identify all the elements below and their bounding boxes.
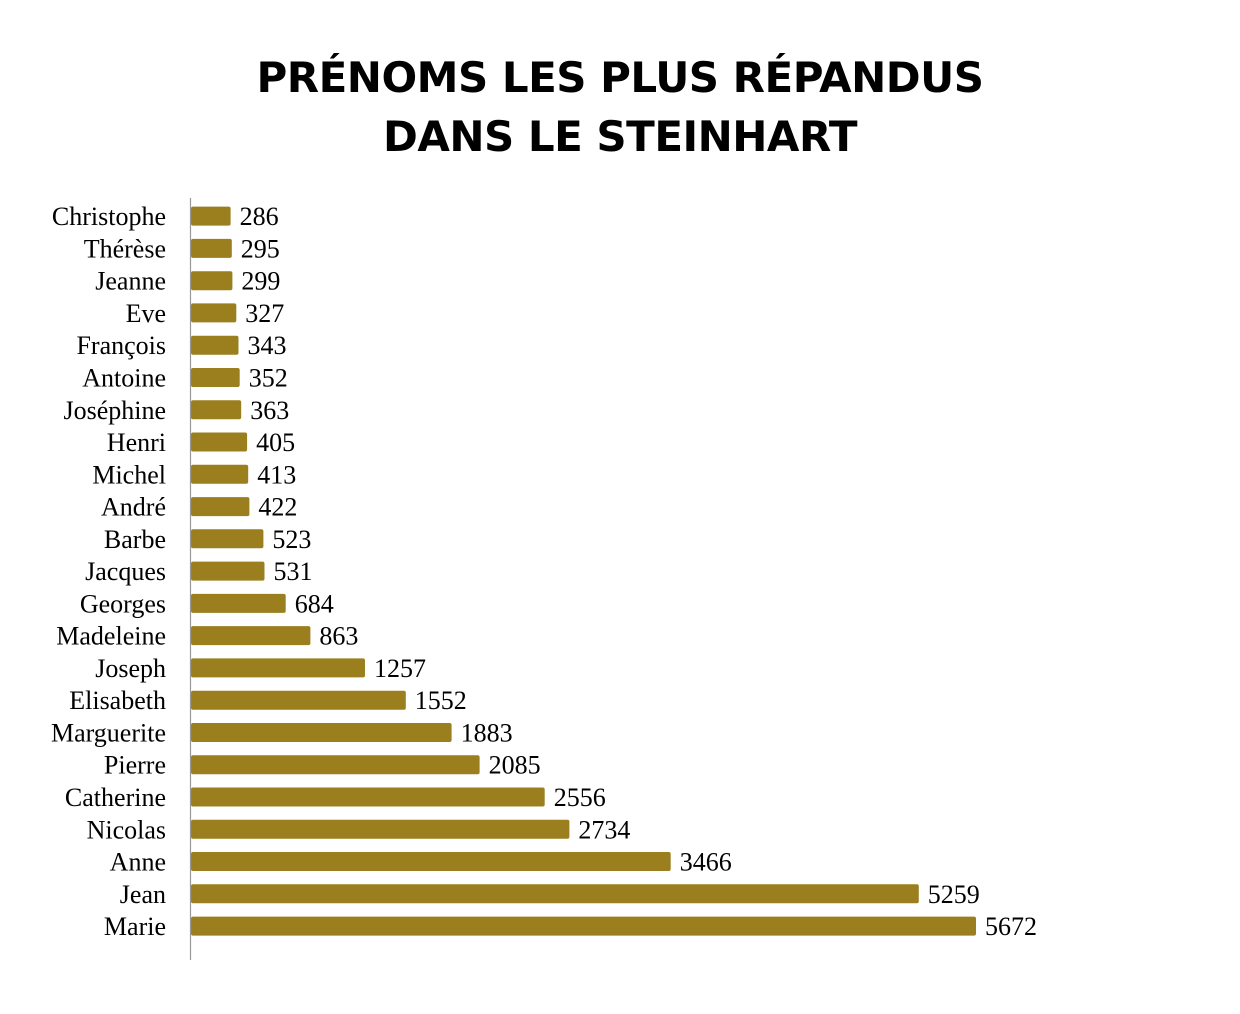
bar-anne [191, 852, 671, 871]
value-label: 413 [257, 460, 296, 489]
category-label: Thérèse [84, 234, 166, 263]
category-label: Marie [104, 912, 166, 941]
value-label: 863 [319, 622, 358, 651]
value-label: 3466 [680, 848, 732, 877]
value-label: 327 [245, 299, 284, 328]
category-label: François [76, 331, 166, 360]
category-label: Joséphine [63, 396, 166, 425]
bar-henri [191, 432, 248, 452]
category-label: Joseph [95, 654, 166, 683]
category-label: Eve [126, 299, 166, 328]
value-label: 5672 [985, 912, 1037, 941]
bar-françois [191, 335, 239, 355]
chart-title-line-2: DANS LE STEINHART [382, 112, 858, 161]
value-label: 5259 [928, 880, 980, 909]
bar-thérèse [191, 238, 232, 258]
value-label: 295 [241, 234, 280, 263]
value-label: 299 [241, 267, 280, 296]
bar-christophe [191, 206, 231, 226]
category-label: Michel [92, 460, 166, 489]
bar-catherine [191, 787, 545, 807]
bar-eve [191, 303, 237, 323]
category-label: Jean [120, 880, 166, 909]
value-label: 343 [248, 331, 287, 360]
bar-georges [191, 593, 286, 613]
category-labels-group: Christophe Thérèse Jeanne Eve François Antoin… [51, 202, 166, 941]
category-label: Christophe [52, 202, 166, 231]
category-label: Pierre [104, 751, 166, 780]
category-label: Antoine [82, 364, 166, 393]
bar-nicolas [191, 819, 570, 839]
bar-jean [191, 884, 919, 904]
category-label: Elisabeth [69, 686, 166, 715]
value-label: 1883 [461, 719, 513, 748]
value-label: 2556 [554, 783, 606, 812]
bar-marie [191, 916, 976, 936]
bar-michel [191, 464, 249, 484]
category-label: Madeleine [56, 622, 166, 651]
bar-antoine [191, 368, 240, 387]
category-label: Marguerite [51, 719, 166, 748]
category-label: Barbe [104, 525, 166, 554]
value-label: 363 [250, 396, 289, 425]
value-label: 2085 [489, 751, 541, 780]
bar-elisabeth [191, 690, 406, 710]
category-label: Catherine [65, 783, 166, 812]
bar-barbe [191, 529, 264, 549]
bar-andré [191, 497, 250, 517]
category-label: Jeanne [95, 267, 166, 296]
value-label: 1552 [415, 686, 467, 715]
bar-marguerite [191, 723, 452, 742]
category-label: André [101, 493, 166, 522]
bar-joséphine [191, 400, 242, 420]
value-label: 422 [258, 493, 297, 522]
value-label: 2734 [578, 815, 630, 844]
bar-joseph [191, 658, 365, 678]
bar-madeleine [191, 626, 311, 646]
value-label: 352 [249, 364, 288, 393]
chart-title-line-1: PRÉNOMS LES PLUS RÉPANDUS [256, 53, 984, 102]
category-label: Jacques [85, 557, 166, 586]
value-label: 531 [274, 557, 313, 586]
bar-jacques [191, 561, 265, 581]
bar-pierre [191, 755, 480, 775]
value-label: 523 [272, 525, 311, 554]
value-label: 405 [256, 428, 295, 457]
category-label: Georges [80, 589, 166, 618]
value-label: 684 [295, 589, 334, 618]
bar-jeanne [191, 271, 233, 291]
bars-group [191, 206, 976, 936]
value-label: 286 [240, 202, 279, 231]
category-label: Nicolas [87, 815, 166, 844]
value-labels-group: 286 295 299 327 343 352 363 405 413 422 523 531 684 8… [240, 202, 1037, 941]
category-label: Anne [110, 848, 166, 877]
value-label: 1257 [374, 654, 426, 683]
category-label: Henri [107, 428, 166, 457]
